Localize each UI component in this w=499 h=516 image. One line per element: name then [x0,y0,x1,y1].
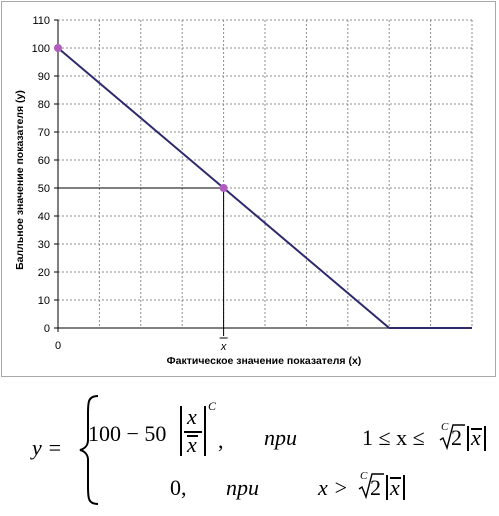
row1-radical-sign [439,424,465,451]
gridlines [58,19,473,328]
marker-layer [54,44,228,192]
row1-numerator: x [187,404,197,429]
series-line [57,47,472,329]
data-point-marker [54,44,62,52]
y-axis-title: Балльное значение показателя (y) [14,90,26,270]
row1-absx-overline [471,428,482,430]
row1-root-index: C [441,421,449,433]
y-tick-label: 20 [38,267,50,279]
y-tick-label: 90 [38,71,50,83]
row2-absx-overline [390,477,401,479]
row1-absx-value: x [471,425,481,450]
row1-fraction-bar [184,431,202,433]
row1-denominator: x [187,432,197,457]
y-tick-label: 10 [38,295,50,307]
row2-root-value: 2 [370,475,381,500]
series-layer [57,47,472,329]
row1-root-value: 2 [451,425,462,450]
row1-exponent: C [208,399,217,413]
y-tick-label: 110 [32,15,50,27]
row2-root-index: C [360,470,368,482]
row2-absx-value: x [390,475,400,500]
row1-absx-left [467,426,469,451]
y-tick-label: 100 [32,43,50,55]
row1-abs-left [180,406,182,456]
x-tick-label: 0 [55,340,61,352]
data-point-marker [219,184,228,192]
row2-condition-left: x > [318,475,349,500]
y-tick-label: 70 [38,127,50,139]
left-brace [79,395,99,505]
row1-constant: 100 − 50 [88,421,167,446]
row1-condition-word: при [264,425,297,450]
row1-condition-left: 1 ≤ x ≤ [362,425,425,450]
row1-abs-right [204,406,206,456]
row1-denominator-overline [187,435,198,437]
row2-absx-left [386,475,388,500]
x-axis-title: Фактическое значение показателя (x) [167,355,362,367]
y-tick-label: 40 [38,211,50,223]
x-tick-label-xbar: x [220,341,227,353]
y-tick-label: 60 [38,155,50,167]
axes [54,19,472,332]
reference-lines [58,187,225,336]
piecewise-formula: y = 100 − 50 x x C , при 1 ≤ x ≤ C 2 x 0… [28,390,488,510]
row2-condition-word: при [226,475,259,500]
row2-value: 0, [170,475,187,500]
row1-comma: , [218,428,224,453]
y-tick-label: 50 [38,183,50,195]
formula-lhs: y = [32,435,63,460]
y-tick-label: 80 [38,99,50,111]
row1-absx-right [484,426,486,451]
y-tick-label: 30 [38,239,50,251]
row2-absx-right [403,475,405,500]
row2-radical-sign [358,473,384,500]
y-tick-label: 0 [44,323,50,335]
y-tick-labels: 0 10 20 30 40 50 60 70 80 90 100 110 [32,15,50,335]
